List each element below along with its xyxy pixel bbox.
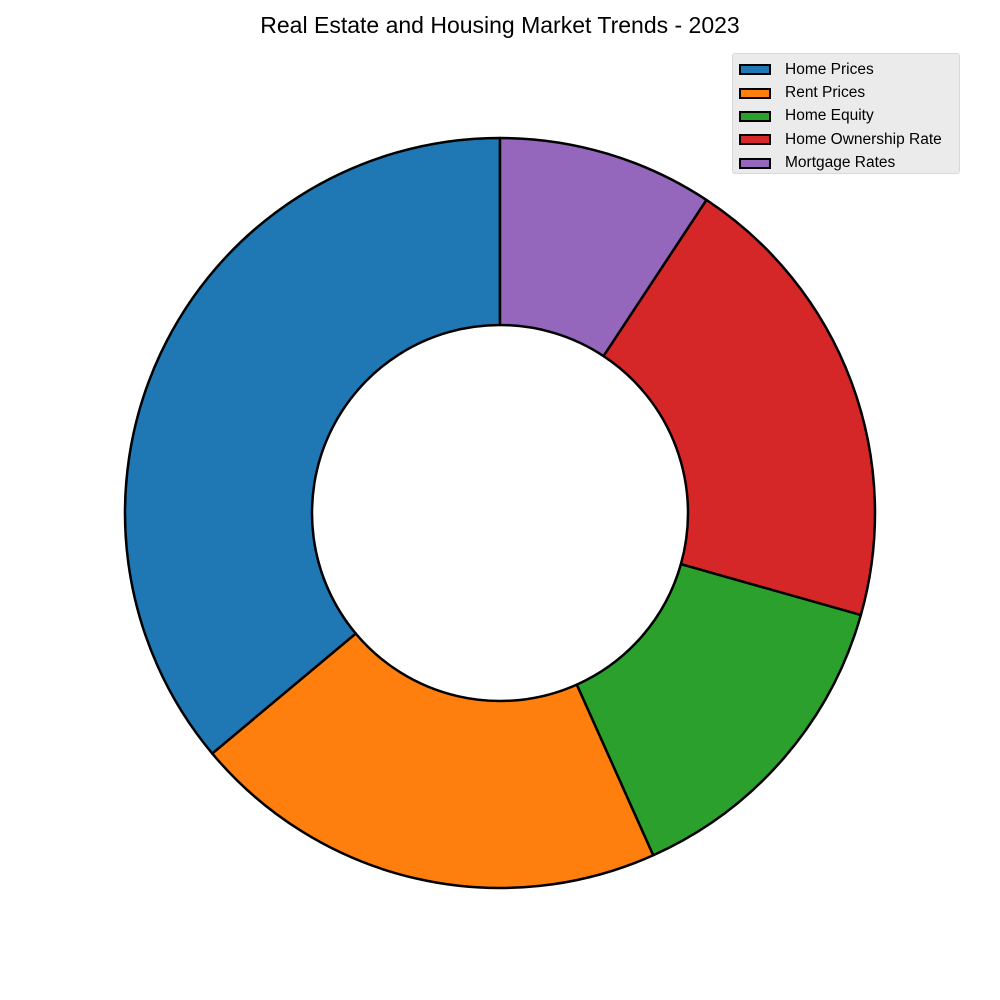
slice-home-ownership-rate [602,198,877,617]
legend-swatch [739,157,771,169]
legend-label: Home Ownership Rate [785,130,942,148]
chart-title: Real Estate and Housing Market Trends - … [260,12,740,38]
legend-label: Mortgage Rates [785,154,896,172]
donut-slices [123,136,877,890]
legend-item-home-ownership-rate: Home Ownership Rate [739,128,959,151]
legend-label: Rent Prices [785,84,866,102]
legend-swatch [739,87,771,99]
legend-item-home-equity: Home Equity [739,105,959,128]
slice-mortgage-rates [498,136,708,358]
legend-swatch [739,64,771,76]
legend-item-mortgage-rates: Mortgage Rates [739,152,959,175]
slice-home-prices [123,136,502,755]
slice-rent-prices [211,632,655,890]
legend-item-home-prices: Home Prices [739,58,959,81]
slice-home-equity [575,562,863,857]
legend: Home Prices Rent Prices Home Equity Home Ow… [732,53,960,174]
legend-label: Home Prices [785,60,874,78]
legend-item-rent-prices: Rent Prices [739,81,959,104]
legend-swatch [739,134,771,146]
legend-label: Home Equity [785,107,874,125]
legend-swatch [739,110,771,122]
